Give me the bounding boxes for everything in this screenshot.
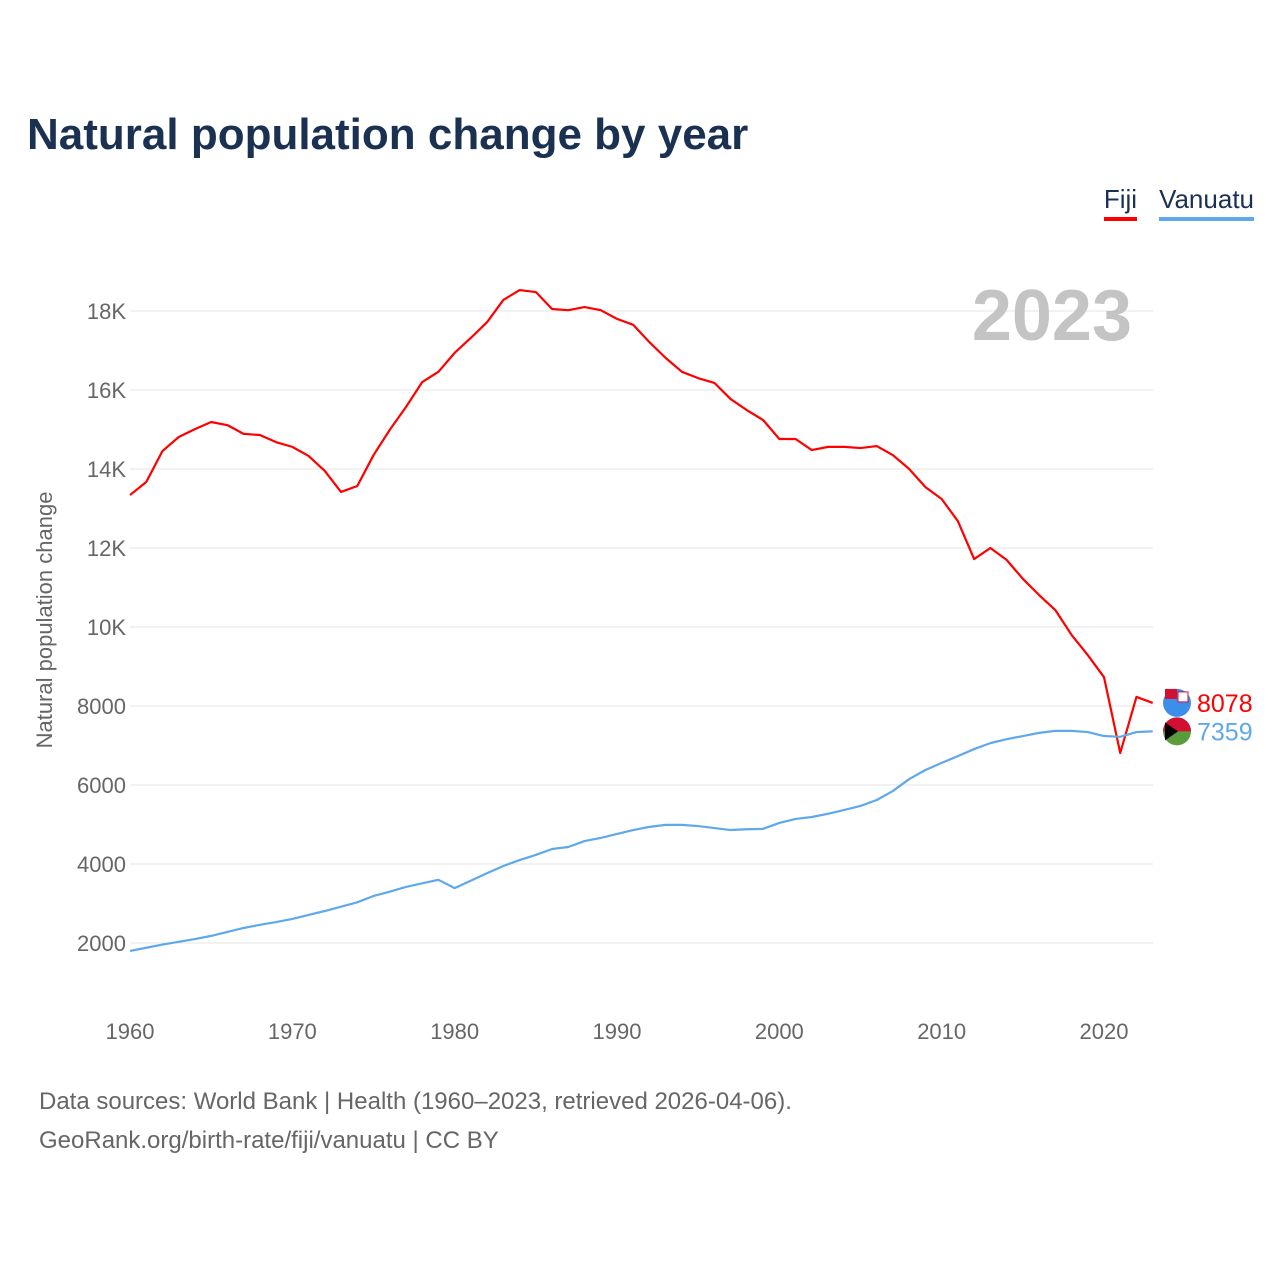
x-tick-label: 2010 xyxy=(917,1019,966,1044)
source-line-1: Data sources: World Bank | Health (1960–… xyxy=(39,1088,792,1115)
series-line-vanuatu xyxy=(129,729,1153,952)
y-tick-label: 14K xyxy=(87,457,126,482)
x-tick-label: 2020 xyxy=(1080,1019,1129,1044)
source-line-2[interactable]: GeoRank.org/birth-rate/fiji/vanuatu | CC… xyxy=(39,1127,499,1154)
legend-fiji[interactable]: Fiji xyxy=(1103,184,1138,221)
end-label-vanuatu: 7359 xyxy=(1197,718,1253,746)
year-label: 2023 xyxy=(972,276,1132,356)
legend-vanuatu[interactable]: Vanuatu xyxy=(1159,184,1254,221)
flag-shield xyxy=(1177,691,1189,703)
flag-union-jack xyxy=(1165,688,1177,699)
y-tick-label: 6000 xyxy=(77,773,126,798)
end-label-fiji: 8078 xyxy=(1197,690,1253,718)
y-tick-label: 10K xyxy=(87,615,126,640)
y-tick-label: 12K xyxy=(87,536,126,561)
x-tick-label: 1960 xyxy=(106,1019,155,1044)
chart-title: Natural population change by year xyxy=(27,110,749,159)
y-tick-label: 4000 xyxy=(77,852,126,877)
y-tick-label: 18K xyxy=(87,299,126,324)
y-tick-label: 2000 xyxy=(77,931,126,956)
x-tick-label: 2000 xyxy=(755,1019,804,1044)
x-tick-label: 1970 xyxy=(268,1019,317,1044)
legend: Fiji Vanuatu xyxy=(1103,184,1254,221)
y-tick-label: 16K xyxy=(87,378,126,403)
y-tick-label: 8000 xyxy=(77,694,126,719)
x-tick-label: 1980 xyxy=(430,1019,479,1044)
series-line-fiji xyxy=(129,288,1154,755)
x-tick-label: 1990 xyxy=(593,1019,642,1044)
flag-triangle xyxy=(1165,722,1178,741)
y-axis-label: Natural population change xyxy=(32,492,57,749)
